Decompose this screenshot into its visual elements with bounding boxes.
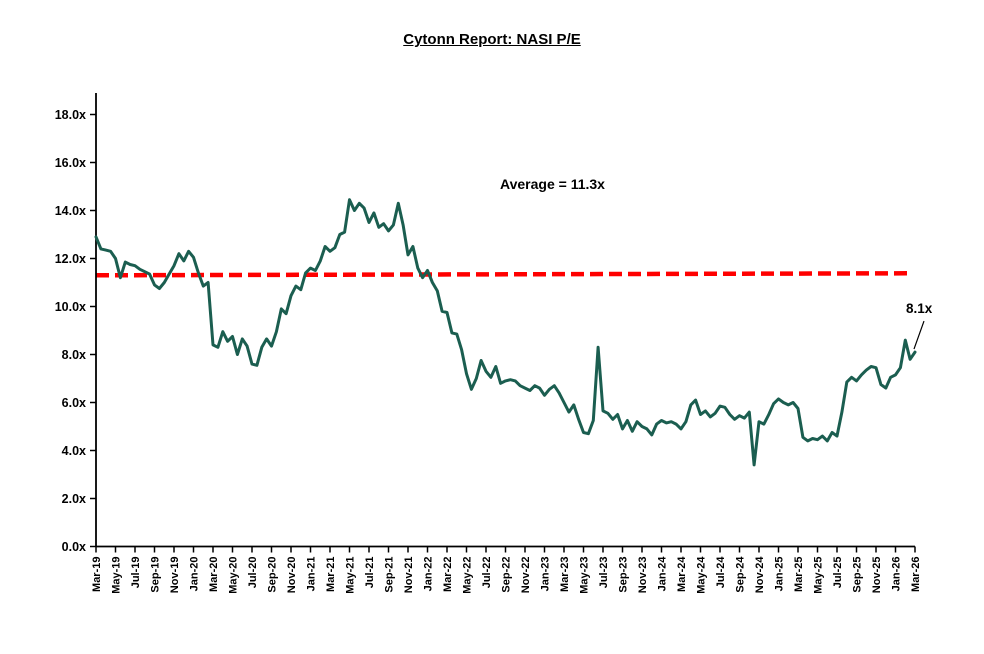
x-tick-label: Jul-20 [247,557,259,589]
x-tick-label: Nov-20 [286,557,298,594]
x-tick-label: Sep-21 [384,557,396,593]
x-tick-label: May-22 [462,557,474,594]
average-annotation: Average = 11.3x [500,176,605,192]
y-tick-label: 12.0x [55,252,86,266]
x-tick-label: May-19 [111,557,123,594]
x-tick-label: May-20 [228,557,240,594]
x-tick-label: Mar-25 [793,557,805,592]
y-tick-label: 8.0x [62,348,86,362]
x-tick-label: Jan-25 [774,557,786,592]
y-tick-label: 6.0x [62,396,86,410]
y-tick-label: 14.0x [55,204,86,218]
y-tick-label: 2.0x [62,492,86,506]
x-tick-label: Jan-26 [891,557,903,592]
x-tick-label: Jan-21 [306,557,318,592]
x-tick-label: May-21 [345,557,357,594]
x-tick-label: Jul-19 [130,557,142,589]
x-tick-label: Sep-19 [150,557,162,593]
x-tick-label: Jan-20 [189,557,201,592]
y-tick-label: 4.0x [62,444,86,458]
x-tick-label: Mar-23 [559,557,571,592]
y-tick-label: 0.0x [62,540,86,554]
x-tick-label: May-23 [579,557,591,594]
x-tick-label: Jan-23 [540,557,552,592]
x-tick-label: Jul-22 [481,557,493,589]
average-dashed-line [95,271,911,278]
x-tick-label: Sep-24 [735,556,747,593]
y-tick-label: 18.0x [55,108,86,122]
nasi-pe-series-line [94,198,917,467]
x-tick-label: Sep-22 [501,557,513,593]
x-tick-label: May-24 [696,556,708,594]
x-tick-label: Jul-23 [598,557,610,589]
x-tick-label: Mar-22 [442,557,454,592]
y-tick-label: 10.0x [55,300,86,314]
annotation-leader-line [913,320,925,350]
x-tick-label: Jul-21 [364,557,376,589]
x-tick-label: May-25 [813,557,825,594]
x-tick-label: Nov-19 [169,557,181,594]
chart-title: Cytonn Report: NASI P/E [403,31,581,48]
x-tick-label: Jan-22 [423,557,435,592]
x-tick-label: Nov-22 [520,557,532,594]
x-tick-label: Sep-20 [267,557,279,593]
x-tick-label: Mar-20 [208,557,220,592]
x-tick-label: Jul-24 [715,556,727,589]
x-tick-label: Nov-25 [871,557,883,594]
x-tick-label: Nov-24 [754,556,766,594]
x-tick-label: Nov-23 [637,557,649,594]
x-tick-label: Mar-21 [325,557,337,592]
x-tick-label: Jan-24 [657,556,669,592]
x-tick-label: Mar-24 [676,556,688,592]
x-tick-label: Nov-21 [403,557,415,594]
y-tick-label: 16.0x [55,156,86,170]
x-tick-label: Mar-26 [910,557,922,592]
x-tick-label: Sep-25 [852,557,864,593]
x-tick-label: Jul-25 [832,557,844,589]
x-tick-label: Sep-23 [618,557,630,593]
x-tick-label: Mar-19 [91,557,103,592]
last-value-annotation: 8.1x [906,301,933,316]
